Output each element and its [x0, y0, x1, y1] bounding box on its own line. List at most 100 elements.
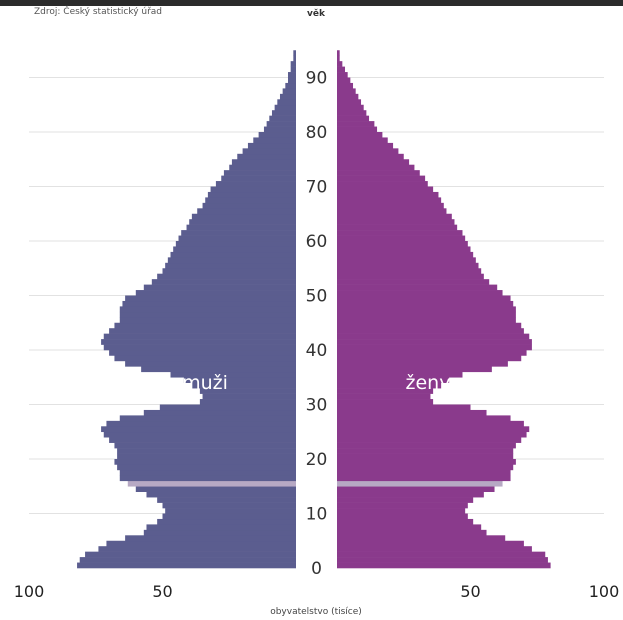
bar-female	[337, 502, 468, 509]
bar-male	[141, 366, 296, 373]
bar-female	[337, 295, 511, 302]
bar-male	[287, 72, 296, 78]
age-tick-label: 40	[306, 341, 328, 361]
bar-male	[223, 170, 296, 176]
bar-female	[337, 551, 546, 558]
bar-male	[269, 115, 296, 122]
series-label-female: ženy	[406, 372, 451, 394]
bar-female	[337, 279, 490, 285]
bar-male	[101, 426, 296, 433]
bar-female	[337, 322, 522, 329]
bar-female	[337, 491, 484, 498]
bar-female	[337, 459, 516, 465]
bar-female	[337, 486, 495, 492]
bar-male	[159, 404, 296, 411]
bar-female	[337, 142, 394, 149]
bar-female	[337, 170, 420, 176]
bar-female	[337, 377, 450, 383]
bar-female	[337, 262, 479, 269]
bar-female	[337, 339, 532, 345]
bar-female	[337, 273, 484, 280]
bar-male	[157, 518, 296, 525]
bar-male	[274, 104, 296, 111]
bar-male	[119, 306, 296, 313]
bar-male	[282, 88, 296, 95]
bar-male	[106, 540, 297, 547]
bar-male	[170, 371, 296, 378]
x-tick-label-left: 50	[152, 582, 172, 601]
bar-male	[106, 420, 297, 427]
bar-male	[191, 382, 296, 389]
bar-female	[337, 448, 514, 454]
bar-male	[143, 529, 296, 536]
bar-female	[337, 557, 548, 563]
series-label-male: muži	[182, 372, 228, 394]
bar-male	[146, 524, 296, 531]
bar-male	[189, 219, 296, 225]
age-tick-label: 30	[306, 396, 328, 416]
bar-female	[337, 202, 444, 209]
bar-male	[175, 241, 296, 247]
x-tick-label-right: 50	[460, 582, 480, 601]
age-tick-label: 60	[306, 232, 328, 252]
bar-male	[119, 475, 296, 482]
bar-female	[337, 317, 516, 324]
bar-male	[125, 360, 297, 367]
bar-male	[143, 284, 296, 291]
bar-female	[337, 99, 362, 106]
bar-male	[210, 186, 296, 193]
bar-female	[337, 540, 524, 547]
bar-female	[337, 497, 474, 503]
bar-male	[119, 469, 296, 476]
bar-male	[103, 344, 296, 351]
bar-female	[337, 197, 442, 204]
bar-female	[337, 480, 503, 487]
age-tick-label: 10	[306, 505, 328, 525]
bar-male	[290, 61, 296, 67]
bar-female	[337, 219, 455, 225]
bar-male	[202, 393, 296, 400]
bar-female	[337, 148, 399, 155]
bar-male	[117, 453, 296, 460]
bar-male	[103, 333, 296, 340]
bar-female	[337, 535, 506, 542]
bar-female	[337, 50, 340, 56]
bar-female	[337, 268, 482, 274]
bar-male	[199, 388, 296, 394]
bar-female	[337, 546, 532, 552]
bar-female	[337, 464, 514, 471]
bar-female	[337, 104, 364, 111]
age-tick-label: 20	[306, 450, 328, 470]
bar-male	[247, 142, 296, 149]
bar-male	[117, 448, 296, 454]
bar-male	[279, 93, 296, 100]
title-strip	[0, 0, 623, 6]
bar-female	[337, 55, 340, 62]
bar-female	[337, 132, 383, 138]
bar-female	[337, 311, 516, 318]
bar-male	[146, 491, 296, 498]
bar-female	[337, 469, 511, 476]
bar-male	[98, 546, 296, 552]
bar-male	[157, 273, 296, 280]
bar-male	[114, 459, 296, 465]
bar-female	[337, 257, 476, 264]
bar-female	[337, 442, 516, 449]
bar-male	[135, 290, 296, 296]
bar-male	[165, 262, 296, 269]
bar-male	[191, 213, 296, 220]
bar-male	[205, 197, 296, 204]
bar-male	[199, 399, 296, 405]
bar-male	[237, 153, 296, 160]
source-note: Zdroj: Český statistický úřad	[34, 7, 163, 17]
bar-female	[337, 366, 492, 373]
age-axis-label: věk	[307, 8, 326, 19]
bar-male	[277, 99, 296, 106]
bar-female	[337, 246, 471, 253]
age-tick-label: 0	[311, 559, 322, 579]
bar-male	[173, 246, 296, 253]
bar-male	[125, 535, 297, 542]
bar-female	[337, 191, 439, 198]
bar-male	[109, 350, 296, 356]
